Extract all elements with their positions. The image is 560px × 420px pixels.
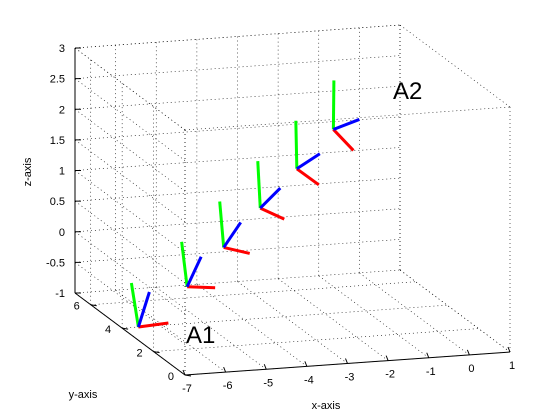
z-tick-label: 1 [59, 166, 65, 178]
z-tick-label: -1 [55, 288, 65, 300]
y-tick-mark [184, 374, 192, 377]
frame-y-vector-2 [185, 256, 203, 288]
frame-y-vector-1 [136, 291, 151, 328]
coordinate-frames [129, 80, 360, 329]
grid-line [74, 147, 401, 171]
y-axis-label: y-axis [69, 389, 98, 401]
grid-line [74, 262, 186, 345]
frame-z-vector-2 [180, 241, 189, 287]
x-tick-mark [345, 358, 348, 364]
x-tick-label: -2 [385, 369, 395, 381]
floor-edge [399, 269, 511, 353]
grid-line [74, 139, 186, 223]
x-tick-mark [385, 355, 389, 361]
x-tick-mark [223, 366, 227, 373]
grid-line [74, 231, 186, 314]
grid-line [115, 289, 226, 373]
x-tick-label: -4 [304, 374, 314, 386]
x-tick-mark [466, 349, 470, 356]
grid-line [74, 170, 186, 253]
grid-line [74, 78, 186, 161]
grid-line [74, 109, 186, 192]
grid-line [237, 281, 348, 364]
grid-line [122, 304, 448, 329]
top-edge [184, 106, 511, 131]
grid-line [74, 177, 401, 202]
z-tick-label: 3 [59, 43, 65, 55]
y-axis-line [74, 292, 186, 376]
box-edges [74, 24, 511, 376]
y-tick-mark [122, 327, 129, 330]
x-tick-label: -5 [263, 377, 273, 389]
x-tick-label: -1 [426, 366, 436, 378]
frame-z-vector-4 [256, 161, 262, 209]
tick-labels: -7 -6 -5 -4 -3 -2 -1 0 1 0 2 4 6 -1 -0.5 0 0.5 1 1.5 2 2.5 3 [46, 43, 515, 395]
x-tick-label: -3 [345, 372, 355, 384]
frame-x-vector-2 [187, 285, 216, 290]
frame-x-vector-5 [295, 167, 320, 186]
z-tick-label: 0.5 [50, 196, 65, 208]
frame-y-vector-5 [296, 152, 321, 171]
grid-lines [74, 24, 511, 376]
grid-line [74, 116, 401, 141]
annotation-a1: A1 [186, 322, 215, 349]
frame-x-vector-6 [332, 128, 355, 152]
y-tick-label: 0 [168, 371, 174, 383]
x-tick-label: 0 [468, 363, 474, 375]
x-tick-mark [507, 346, 511, 353]
x-tick-mark [182, 369, 186, 376]
y-tick-label: 2 [136, 348, 142, 360]
top-edge [74, 47, 186, 131]
frame-z-vector-5 [294, 120, 299, 169]
y-tick-mark [153, 351, 160, 354]
grid-line [359, 272, 470, 356]
z-tick-label: 2 [59, 104, 65, 116]
grid-line [74, 200, 186, 284]
z-tick-label: 1.5 [50, 135, 65, 147]
frame-z-vector-3 [218, 201, 226, 248]
tick-marks [75, 47, 511, 377]
x-tick-mark [263, 364, 267, 370]
x-tick-label: -7 [182, 383, 192, 395]
frame-x-vector-4 [259, 206, 285, 221]
x-tick-label: -6 [223, 380, 233, 392]
y-tick-mark [90, 304, 97, 307]
x-tick-mark [304, 361, 308, 367]
frame-y-vector-3 [222, 221, 242, 249]
frame-y-vector-4 [259, 187, 282, 210]
z-tick-label: -0.5 [46, 257, 65, 269]
x-tick-label: 1 [509, 360, 515, 372]
grid-line [196, 284, 308, 367]
y-tick-label: 6 [74, 301, 80, 313]
grid-line [74, 85, 401, 110]
z-axis-label: z-axis [22, 157, 34, 186]
grid-line [156, 287, 267, 370]
frame-x-vector-1 [138, 321, 169, 329]
annotation-a2: A2 [393, 78, 422, 105]
top-edge [399, 24, 511, 108]
frame-z-vector-1 [129, 282, 140, 328]
z-tick-label: 2.5 [50, 74, 65, 86]
y-tick-label: 4 [105, 324, 111, 336]
z-tick-label: 0 [59, 227, 65, 239]
x-tick-mark [426, 352, 430, 358]
grid-line [277, 278, 389, 361]
frame-y-vector-6 [332, 118, 360, 131]
frame-x-vector-3 [223, 245, 251, 255]
frame-z-vector-6 [331, 80, 336, 130]
grid-line [74, 55, 401, 79]
x-axis-label: x-axis [312, 400, 341, 412]
grid-line [318, 275, 429, 358]
